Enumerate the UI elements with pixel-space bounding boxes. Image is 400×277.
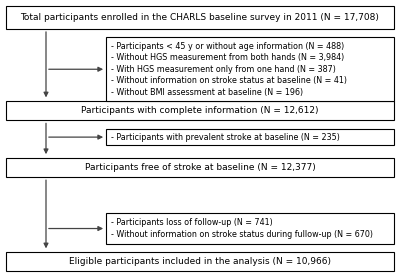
- Text: - Participants loss of follow-up (N = 741): - Participants loss of follow-up (N = 74…: [111, 218, 272, 227]
- FancyBboxPatch shape: [106, 213, 394, 244]
- FancyBboxPatch shape: [6, 252, 394, 271]
- FancyBboxPatch shape: [6, 6, 394, 29]
- Text: - With HGS measurement only from one hand (N = 387): - With HGS measurement only from one han…: [111, 65, 336, 74]
- Text: - Without HGS measurement from both hands (N = 3,984): - Without HGS measurement from both hand…: [111, 53, 344, 62]
- FancyBboxPatch shape: [106, 37, 394, 101]
- Text: - Without information on stroke status at baseline (N = 41): - Without information on stroke status a…: [111, 76, 347, 85]
- FancyBboxPatch shape: [6, 158, 394, 177]
- Text: - Participants with prevalent stroke at baseline (N = 235): - Participants with prevalent stroke at …: [111, 133, 340, 142]
- Text: Participants with complete information (N = 12,612): Participants with complete information (…: [81, 106, 319, 115]
- Text: Total participants enrolled in the CHARLS baseline survey in 2011 (N = 17,708): Total participants enrolled in the CHARL…: [20, 13, 380, 22]
- FancyBboxPatch shape: [6, 101, 394, 120]
- Text: Participants free of stroke at baseline (N = 12,377): Participants free of stroke at baseline …: [85, 163, 315, 172]
- Text: - Participants < 45 y or without age information (N = 488): - Participants < 45 y or without age inf…: [111, 42, 344, 51]
- FancyBboxPatch shape: [106, 129, 394, 145]
- Text: Eligible participants included in the analysis (N = 10,966): Eligible participants included in the an…: [69, 257, 331, 266]
- Text: - Without BMI assessment at baseline (N = 196): - Without BMI assessment at baseline (N …: [111, 88, 303, 97]
- Text: - Without information on stroke status during fullow-up (N = 670): - Without information on stroke status d…: [111, 230, 373, 239]
